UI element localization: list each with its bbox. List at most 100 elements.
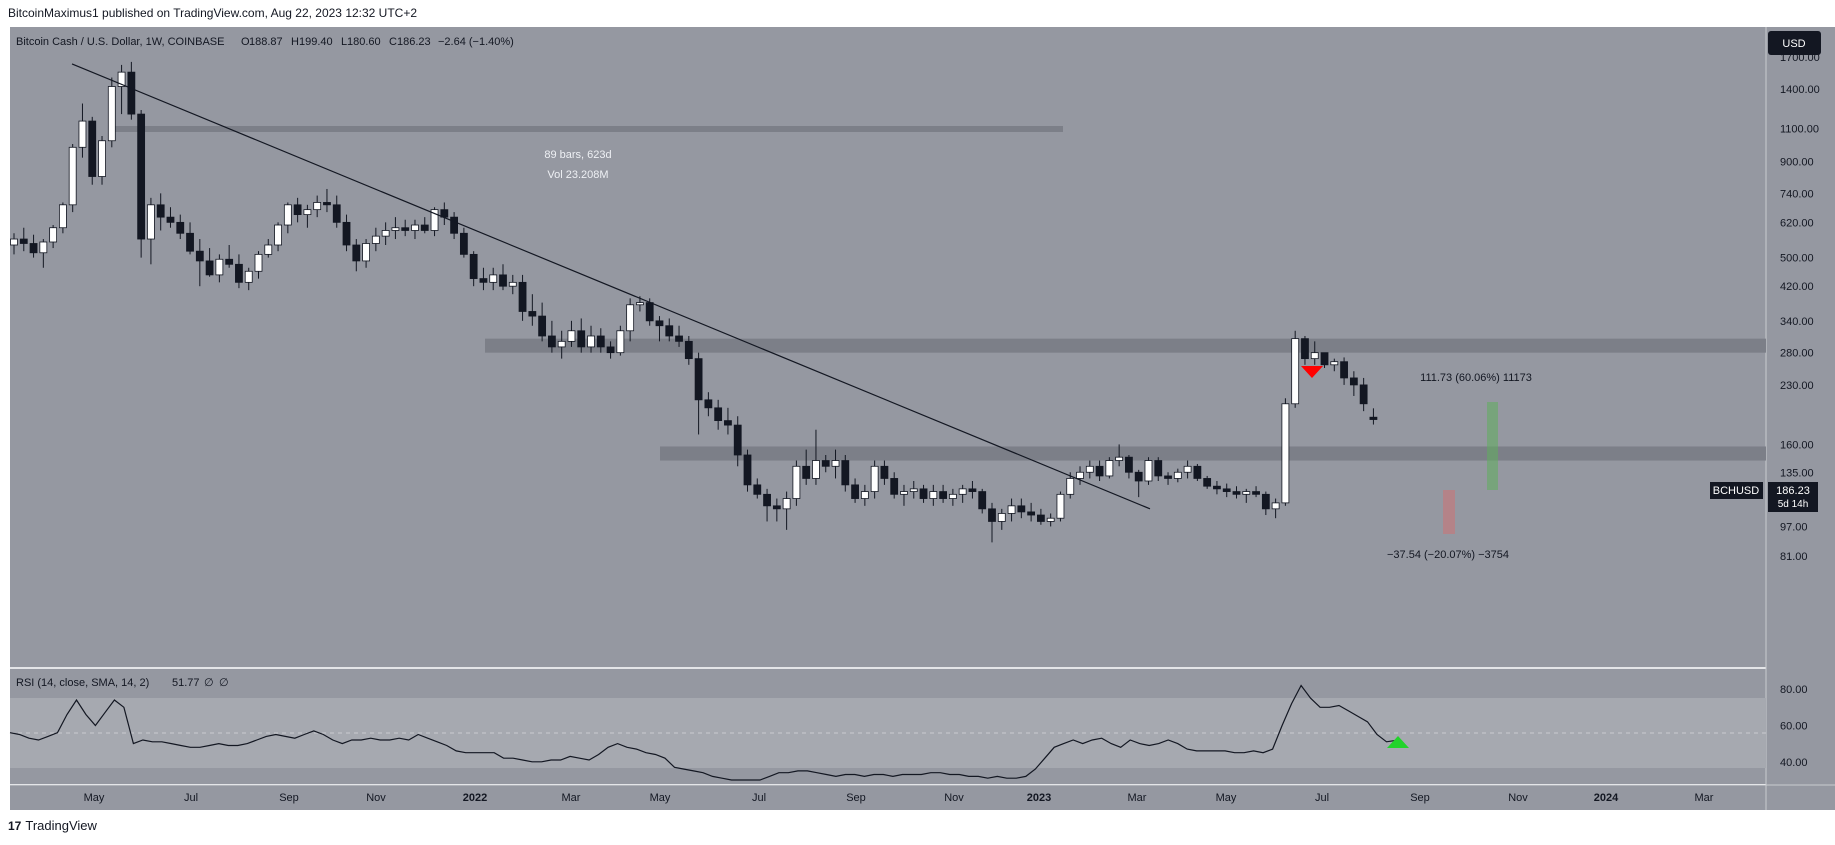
symbol-tag bbox=[1710, 482, 1763, 499]
candle bbox=[890, 472, 899, 499]
candle-body bbox=[958, 488, 967, 495]
candle-body bbox=[88, 120, 97, 177]
candle-body bbox=[743, 454, 752, 486]
target-down-box bbox=[1443, 490, 1455, 534]
legend-h-value: 199.40 bbox=[299, 36, 333, 48]
legend-o-label: O bbox=[241, 36, 250, 48]
candle-body bbox=[264, 244, 273, 255]
candle bbox=[137, 110, 146, 258]
price-axis[interactable] bbox=[1766, 27, 1835, 810]
candle-body bbox=[1232, 491, 1241, 495]
candle-body bbox=[1056, 493, 1065, 519]
candle-body bbox=[694, 358, 703, 401]
candle bbox=[675, 325, 683, 347]
candle-body bbox=[1242, 491, 1251, 495]
symbol-tag-label: BCHUSD bbox=[1713, 485, 1760, 497]
candle-body bbox=[371, 235, 380, 244]
candle-body bbox=[704, 399, 713, 409]
candle-body bbox=[1349, 377, 1358, 386]
candle bbox=[381, 222, 390, 246]
legend-symbol: Bitcoin Cash / U.S. Dollar, 1W, COINBASE bbox=[16, 36, 224, 48]
candle bbox=[1017, 498, 1026, 519]
target-up-label: 111.73 (60.06%) 11173 bbox=[1420, 372, 1532, 384]
candle-body bbox=[459, 232, 468, 255]
candle bbox=[1115, 444, 1124, 467]
candle bbox=[606, 341, 615, 359]
candle-body bbox=[29, 243, 38, 254]
candle-body bbox=[714, 407, 723, 422]
candle bbox=[1203, 475, 1212, 489]
time-tick-label: Mar bbox=[1695, 792, 1714, 804]
candle-body bbox=[528, 311, 537, 317]
candle bbox=[1007, 498, 1016, 522]
currency-button-label: USD bbox=[1782, 38, 1805, 50]
candle-body bbox=[841, 460, 850, 486]
price-tick-label: 1100.00 bbox=[1780, 123, 1819, 135]
candle-body bbox=[147, 204, 155, 240]
candle-body bbox=[1252, 491, 1260, 495]
time-axis[interactable] bbox=[10, 785, 1766, 810]
currency-button[interactable] bbox=[1768, 31, 1821, 55]
resistance-zone bbox=[485, 338, 1766, 353]
candle-body bbox=[733, 424, 742, 456]
candle-body bbox=[1037, 514, 1045, 522]
candle bbox=[274, 222, 282, 252]
candle-body bbox=[254, 253, 263, 272]
rsi-tick-label: 80.00 bbox=[1780, 684, 1808, 696]
rsi-band bbox=[10, 698, 1766, 768]
candle bbox=[391, 217, 400, 240]
target-down-label: −37.54 (−20.07%) −3754 bbox=[1387, 549, 1509, 561]
candle bbox=[792, 460, 801, 506]
candle-body bbox=[235, 263, 243, 283]
candle-body bbox=[753, 484, 762, 495]
candle bbox=[1213, 480, 1221, 495]
candle bbox=[49, 225, 58, 249]
candle bbox=[958, 484, 967, 503]
price-tick-label: 500.00 bbox=[1780, 253, 1814, 265]
candle bbox=[900, 484, 908, 506]
candle bbox=[655, 316, 664, 342]
green-up-arrow-icon bbox=[1387, 736, 1409, 748]
price-tick-label: 97.00 bbox=[1780, 521, 1808, 533]
candle bbox=[313, 195, 322, 218]
candle bbox=[596, 328, 605, 353]
measure-label-vol: Vol 23.208M bbox=[547, 169, 608, 181]
candle bbox=[1281, 398, 1290, 506]
candle-body bbox=[10, 238, 18, 246]
candle bbox=[1164, 472, 1172, 485]
candle-body bbox=[636, 302, 644, 306]
candle-body bbox=[616, 330, 625, 354]
candle-body bbox=[19, 238, 28, 244]
candle-body bbox=[1164, 475, 1172, 479]
candle bbox=[1349, 371, 1358, 396]
time-tick-label: Sep bbox=[279, 792, 299, 804]
candle-body bbox=[1193, 465, 1202, 479]
candle bbox=[283, 202, 292, 234]
candle bbox=[567, 320, 576, 347]
candle-body bbox=[499, 274, 507, 287]
legend-l-value: 180.60 bbox=[347, 36, 381, 48]
legend-l-label: L bbox=[341, 36, 347, 48]
candle bbox=[528, 294, 537, 326]
red-down-arrow-icon bbox=[1301, 366, 1323, 378]
candle bbox=[1369, 408, 1378, 425]
candle-body bbox=[870, 465, 879, 492]
candle-body bbox=[919, 488, 928, 499]
candle-body bbox=[1359, 384, 1368, 405]
candle-body bbox=[176, 221, 185, 234]
candle-body bbox=[587, 335, 595, 348]
candle-body bbox=[420, 224, 429, 231]
time-tick-label: Nov bbox=[366, 792, 386, 804]
candle bbox=[841, 454, 850, 492]
candle bbox=[831, 449, 840, 479]
candle bbox=[587, 325, 595, 353]
candle-body bbox=[548, 335, 556, 348]
candle-body bbox=[1105, 460, 1114, 477]
candle bbox=[694, 352, 703, 435]
candle bbox=[98, 135, 106, 185]
price-tick-label: 740.00 bbox=[1780, 188, 1814, 200]
time-tick-label: 2023 bbox=[1027, 792, 1051, 804]
candle-body bbox=[1173, 471, 1182, 479]
candle bbox=[469, 251, 478, 287]
